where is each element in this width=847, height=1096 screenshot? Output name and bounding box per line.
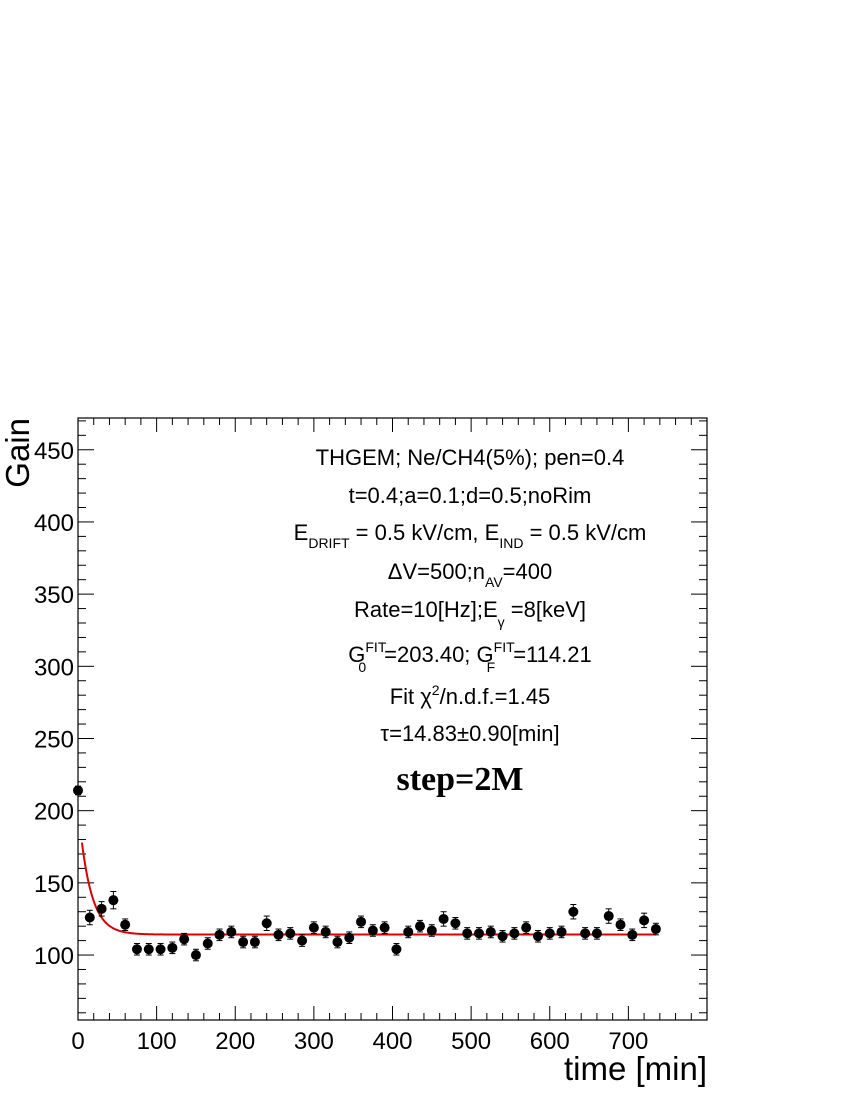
fit-curve-group bbox=[80, 842, 656, 936]
data-point bbox=[403, 926, 414, 937]
step-label: step=2M bbox=[396, 761, 523, 798]
data-point bbox=[356, 916, 367, 927]
data-point bbox=[120, 919, 131, 930]
data-point bbox=[415, 921, 426, 932]
data-point bbox=[521, 922, 532, 933]
tick-labels: 0 100 200 300 400 500 600 700 100 150 200 250 300 350… bbox=[34, 438, 648, 1055]
axis-ticks bbox=[77, 418, 708, 1020]
data-point bbox=[627, 929, 638, 940]
annotation-line1: THGEM; Ne/CH4(5%); pen=0.4 bbox=[316, 445, 625, 470]
data-point bbox=[261, 918, 272, 929]
data-point bbox=[344, 932, 355, 943]
data-point bbox=[202, 938, 213, 949]
data-point bbox=[214, 929, 225, 940]
data-points bbox=[73, 785, 661, 962]
data-point bbox=[297, 935, 308, 946]
data-point bbox=[332, 937, 343, 948]
annotation-box: THGEM; Ne/CH4(5%); pen=0.4 t=0.4;a=0.1;d… bbox=[294, 445, 647, 798]
x-tick-label: 200 bbox=[215, 1028, 255, 1055]
data-point bbox=[450, 918, 461, 929]
data-point bbox=[568, 906, 579, 917]
x-tick-label: 400 bbox=[372, 1028, 412, 1055]
data-point bbox=[155, 944, 166, 955]
y-tick-label: 100 bbox=[34, 943, 74, 970]
data-point bbox=[320, 926, 331, 937]
data-point bbox=[580, 928, 591, 939]
annotation-line3: EDRIFT = 0.5 kV/cm, EIND = 0.5 kV/cm bbox=[294, 520, 647, 551]
x-axis-label: time [min] bbox=[564, 1050, 707, 1087]
data-point bbox=[367, 925, 378, 936]
data-point bbox=[497, 931, 508, 942]
annotation-line8: τ=14.83±0.90[min] bbox=[380, 721, 559, 746]
data-point bbox=[603, 911, 614, 922]
x-tick-label: 700 bbox=[608, 1028, 648, 1055]
x-tick-label: 300 bbox=[294, 1028, 334, 1055]
data-point bbox=[556, 926, 567, 937]
data-point bbox=[73, 785, 83, 796]
data-point bbox=[615, 919, 626, 930]
data-point bbox=[509, 928, 520, 939]
data-point bbox=[285, 928, 296, 939]
y-tick-label: 400 bbox=[34, 510, 74, 537]
data-point bbox=[179, 934, 190, 945]
data-point bbox=[462, 928, 473, 939]
data-point bbox=[249, 937, 260, 948]
data-point bbox=[190, 950, 201, 961]
data-point bbox=[143, 944, 154, 955]
annotation-line7: Fit χ2/n.d.f.=1.45 bbox=[390, 682, 551, 709]
data-point bbox=[131, 944, 142, 955]
data-point bbox=[650, 924, 661, 935]
data-point bbox=[84, 912, 95, 923]
data-point bbox=[391, 944, 402, 955]
data-point bbox=[273, 929, 284, 940]
annotation-line5: Rate=10[Hz];Eγ =8[keV] bbox=[354, 597, 586, 630]
data-point bbox=[473, 928, 484, 939]
annotation-line2: t=0.4;a=0.1;d=0.5;noRim bbox=[349, 483, 592, 508]
data-point bbox=[591, 928, 602, 939]
y-tick-label: 350 bbox=[34, 582, 74, 609]
data-point bbox=[438, 913, 449, 924]
y-tick-label: 450 bbox=[34, 438, 74, 465]
data-point bbox=[96, 903, 107, 914]
x-tick-label: 500 bbox=[451, 1028, 491, 1055]
plot-frame bbox=[77, 417, 708, 1021]
data-point bbox=[108, 895, 119, 906]
x-tick-label: 600 bbox=[530, 1028, 570, 1055]
annotation-line4: ΔV=500;nAV=400 bbox=[388, 559, 552, 590]
data-point bbox=[238, 937, 249, 948]
y-axis-label: Gain bbox=[0, 418, 36, 488]
y-tick-label: 200 bbox=[34, 799, 74, 826]
y-tick-label: 250 bbox=[34, 726, 74, 753]
y-tick-label: 150 bbox=[34, 871, 74, 898]
data-point bbox=[379, 922, 390, 933]
data-point bbox=[639, 915, 650, 926]
data-point bbox=[485, 926, 496, 937]
fit-curve bbox=[80, 842, 656, 936]
data-point bbox=[544, 928, 555, 939]
data-point bbox=[167, 942, 178, 953]
x-tick-label: 0 bbox=[71, 1028, 84, 1055]
annotation-line6: GFIT 0 =203.40; GFIT F =114.21 bbox=[348, 639, 591, 675]
data-point bbox=[426, 925, 437, 936]
data-point bbox=[532, 931, 543, 942]
data-point bbox=[226, 926, 237, 937]
x-tick-label: 100 bbox=[137, 1028, 177, 1055]
y-tick-label: 300 bbox=[34, 654, 74, 681]
data-point bbox=[308, 922, 319, 933]
